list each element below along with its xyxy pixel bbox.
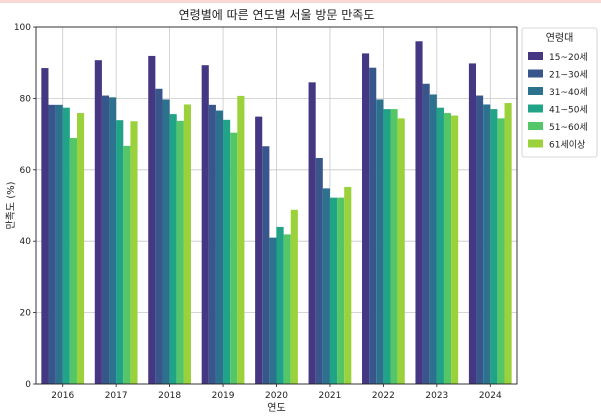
bar-2019-5 bbox=[230, 133, 237, 384]
bar-2023-5 bbox=[444, 113, 451, 384]
x-tick-label: 2020 bbox=[265, 391, 288, 401]
bar-2020-5 bbox=[284, 234, 291, 384]
bar-2017-1 bbox=[95, 60, 102, 384]
bar-2017-2 bbox=[102, 96, 109, 384]
bar-2020-3 bbox=[269, 238, 276, 384]
bar-2022-2 bbox=[369, 68, 376, 384]
bar-2022-4 bbox=[383, 109, 390, 384]
bar-2017-4 bbox=[116, 120, 123, 384]
bar-2023-2 bbox=[423, 84, 430, 384]
bar-2018-1 bbox=[148, 56, 155, 384]
bar-2019-6 bbox=[237, 96, 244, 384]
bar-2023-4 bbox=[437, 108, 444, 384]
y-tick-label: 100 bbox=[14, 23, 31, 33]
bar-2017-5 bbox=[123, 146, 130, 384]
bar-2019-2 bbox=[209, 105, 216, 384]
x-tick-label: 2018 bbox=[158, 391, 181, 401]
legend-swatch bbox=[528, 70, 543, 78]
bar-2016-5 bbox=[70, 138, 77, 384]
bar-2016-3 bbox=[56, 105, 63, 384]
bar-2021-5 bbox=[337, 198, 344, 384]
bar-2016-1 bbox=[41, 68, 48, 384]
bar-2021-2 bbox=[316, 158, 323, 384]
bar-2024-1 bbox=[469, 63, 476, 384]
legend-swatch bbox=[528, 87, 543, 95]
x-tick-label: 2021 bbox=[318, 391, 341, 401]
legend-label: 31~40세 bbox=[549, 87, 588, 98]
bar-2022-5 bbox=[391, 109, 398, 384]
bar-2016-6 bbox=[77, 113, 84, 384]
bar-2021-6 bbox=[344, 187, 351, 384]
bar-2018-3 bbox=[162, 99, 169, 384]
legend-title: 연령대 bbox=[546, 32, 574, 44]
bar-2023-6 bbox=[451, 116, 458, 384]
bar-2024-5 bbox=[497, 118, 504, 384]
bar-2018-4 bbox=[170, 114, 177, 384]
bar-2018-5 bbox=[177, 121, 184, 384]
legend-swatch bbox=[528, 140, 543, 148]
legend: 연령대 15~20세 21~30세 31~40세 41~50세 51~60세 61세이상 bbox=[522, 28, 597, 157]
y-tick-label: 80 bbox=[20, 94, 32, 104]
y-axis-ticks: 0 20 40 60 80 100 bbox=[14, 23, 36, 390]
bar-2016-4 bbox=[63, 108, 70, 384]
legend-label: 41~50세 bbox=[549, 105, 588, 116]
bar-2018-6 bbox=[184, 104, 191, 384]
legend-label: 51~60세 bbox=[549, 122, 588, 133]
y-axis-label: 만족도 (%) bbox=[5, 181, 17, 229]
legend-label: 21~30세 bbox=[549, 70, 588, 81]
x-axis-label: 연도 bbox=[267, 402, 285, 414]
bar-2019-3 bbox=[216, 111, 223, 384]
legend-swatch bbox=[528, 52, 543, 60]
y-tick-label: 20 bbox=[20, 309, 32, 319]
bar-2020-6 bbox=[291, 210, 298, 384]
bar-2021-1 bbox=[309, 82, 316, 384]
x-tick-label: 2019 bbox=[212, 391, 235, 401]
bar-2016-2 bbox=[48, 105, 55, 384]
x-tick-label: 2022 bbox=[372, 391, 395, 401]
legend-label: 61세이상 bbox=[549, 140, 585, 151]
bar-2019-1 bbox=[202, 65, 209, 384]
legend-label: 15~20세 bbox=[549, 52, 588, 63]
bar-2024-2 bbox=[476, 96, 483, 384]
bar-2021-4 bbox=[330, 198, 337, 384]
bar-2017-6 bbox=[130, 121, 137, 384]
y-tick-label: 40 bbox=[20, 237, 32, 247]
x-tick-label: 2024 bbox=[479, 391, 502, 401]
y-tick-label: 60 bbox=[20, 166, 32, 176]
bar-2017-3 bbox=[109, 97, 116, 384]
legend-swatch bbox=[528, 122, 543, 130]
bar-2022-3 bbox=[376, 99, 383, 384]
bar-2024-6 bbox=[505, 103, 512, 384]
x-axis-ticks: 2016 2017 2018 2019 2020 2021 2022 2023 2024 bbox=[51, 384, 502, 401]
bar-2022-1 bbox=[362, 53, 369, 384]
bar-2021-3 bbox=[323, 188, 330, 384]
legend-swatch bbox=[528, 105, 543, 113]
x-tick-label: 2016 bbox=[51, 391, 74, 401]
bar-2018-2 bbox=[155, 89, 162, 384]
bar-2023-3 bbox=[430, 94, 437, 384]
bar-2020-1 bbox=[255, 117, 262, 384]
x-tick-label: 2017 bbox=[105, 391, 128, 401]
bar-2022-6 bbox=[398, 118, 405, 384]
bar-2019-4 bbox=[223, 120, 230, 384]
bar-2024-3 bbox=[483, 104, 490, 384]
x-tick-label: 2023 bbox=[425, 391, 448, 401]
bar-2024-4 bbox=[490, 109, 497, 384]
bar-2020-4 bbox=[277, 227, 284, 384]
bar-2020-2 bbox=[262, 146, 269, 384]
y-tick-label: 0 bbox=[25, 380, 31, 390]
chart-title: 연령별에 따른 연도별 서울 방문 만족도 bbox=[179, 8, 375, 22]
bar-2023-1 bbox=[415, 41, 422, 384]
